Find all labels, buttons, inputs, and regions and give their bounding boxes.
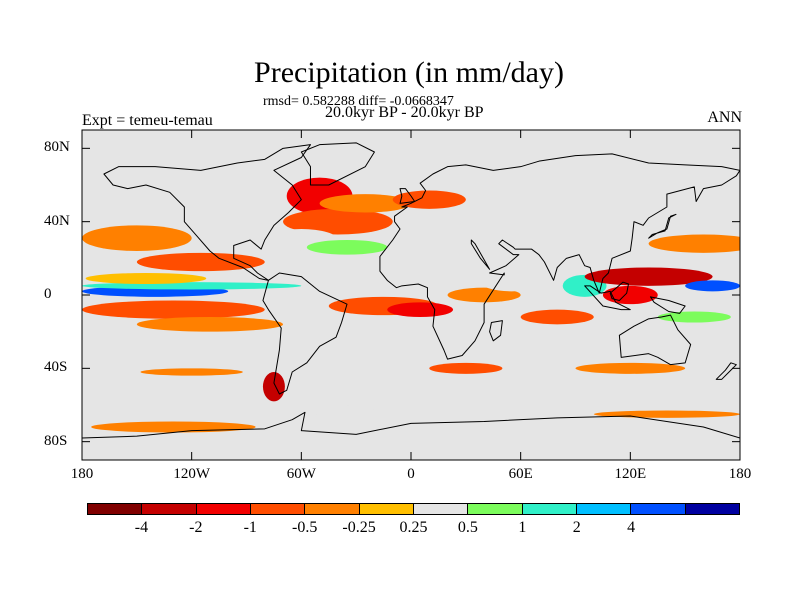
- colorbar-label: -4: [134, 519, 149, 536]
- lon-tick-label: 120W: [173, 466, 210, 482]
- anomaly-patch: [82, 300, 265, 319]
- colorbar-swatch: [413, 504, 469, 514]
- colorbar-label: 1: [518, 519, 527, 536]
- colorbar-label: -2: [189, 519, 203, 536]
- axis-ticks: [81, 130, 741, 460]
- page-title: Precipitation (in mm/day): [254, 56, 564, 89]
- colorbar-label: 2: [572, 519, 581, 536]
- anomaly-patch: [319, 194, 411, 213]
- colorbar-label: 4: [627, 519, 636, 536]
- colorbar-label: -1: [243, 519, 257, 536]
- lon-tick-label: 0: [407, 466, 415, 482]
- coastline-australia: [618, 314, 692, 366]
- anomaly-patch: [301, 405, 375, 416]
- coastline-africa-eurasia: [379, 153, 740, 360]
- lat-tick-label: 80N: [44, 139, 70, 156]
- colorbar-swatch: [685, 504, 739, 514]
- lon-tick-label: 60E: [508, 466, 533, 482]
- period-line: 20.0kyr BP - 20.0kyr BP: [325, 104, 484, 121]
- anomaly-patch: [685, 280, 740, 292]
- lon-tick-label: 60W: [286, 466, 316, 482]
- lat-tick-label: 80S: [44, 432, 68, 449]
- colorbar-label: -0.25: [342, 519, 376, 536]
- coastline-indonesia: [584, 285, 631, 311]
- anomaly-field: [82, 174, 740, 433]
- colorbar-swatch: [631, 504, 686, 514]
- colorbar-swatch: [576, 504, 632, 514]
- coastline-greenland: [300, 142, 375, 186]
- coastline-madagascar: [489, 320, 503, 342]
- anomaly-patch: [82, 282, 302, 290]
- coastline-uk: [399, 188, 416, 204]
- anomaly-patch: [283, 208, 393, 235]
- lon-tick-label: 180: [728, 466, 752, 482]
- anomaly-patch: [478, 269, 545, 292]
- anomaly-patch: [262, 372, 285, 402]
- anomaly-patch: [82, 225, 192, 252]
- anomaly-patch: [447, 287, 521, 303]
- coastline-antarctica: [82, 411, 740, 460]
- colorbar-swatch: [305, 504, 360, 514]
- lon-tick-label: 180: [70, 466, 94, 482]
- coastline-new-zealand: [715, 362, 737, 380]
- colorbar: [87, 503, 740, 515]
- anomaly-patch: [429, 174, 485, 189]
- lon-tick-label: 120E: [614, 466, 647, 482]
- coastline-arabia-gap: [470, 239, 491, 270]
- colorbar-label: 0.25: [399, 519, 428, 536]
- anomaly-patch: [520, 309, 594, 325]
- coastlines: [82, 142, 740, 460]
- colorbar-swatch: [142, 504, 197, 514]
- colorbar-swatch: [196, 504, 251, 514]
- lat-tick-label: 40N: [44, 212, 70, 229]
- anomaly-patch: [648, 234, 740, 253]
- anomaly-patch: [140, 368, 243, 376]
- colorbar-label: 0.5: [457, 519, 478, 536]
- anomaly-patch: [584, 267, 713, 286]
- colorbar-swatch: [522, 504, 577, 514]
- season-label: ANN: [707, 109, 742, 126]
- colorbar-swatch: [359, 504, 414, 514]
- colorbar-swatch: [250, 504, 306, 514]
- colorbar-label: -0.5: [291, 519, 318, 536]
- anomaly-patch: [136, 252, 265, 272]
- coastline-borneo-philippines: [609, 281, 630, 301]
- anomaly-patch: [85, 273, 207, 284]
- coastline-japan: [648, 213, 677, 239]
- anomaly-patch: [657, 311, 731, 323]
- anomaly-patch: [91, 421, 256, 433]
- anomaly-patch: [392, 190, 466, 209]
- lat-tick-label: 0: [44, 286, 52, 302]
- anomaly-patch: [429, 362, 503, 374]
- coastline-new-guinea: [649, 296, 686, 314]
- anomaly-patch: [387, 302, 454, 317]
- coastline-north-america: [103, 144, 311, 281]
- colorbar-swatch: [88, 504, 143, 514]
- stats-line: rmsd= 0.582288 diff= -0.0668347: [263, 94, 454, 109]
- anomaly-patch: [306, 240, 388, 255]
- anomaly-patch: [575, 362, 686, 374]
- anomaly-patch: [136, 317, 284, 332]
- lat-tick-label: 40S: [44, 359, 68, 376]
- coastline-south-america: [262, 272, 348, 395]
- experiment-label: Expt = temeu-temau: [82, 112, 213, 129]
- colorbar-swatch: [468, 504, 523, 514]
